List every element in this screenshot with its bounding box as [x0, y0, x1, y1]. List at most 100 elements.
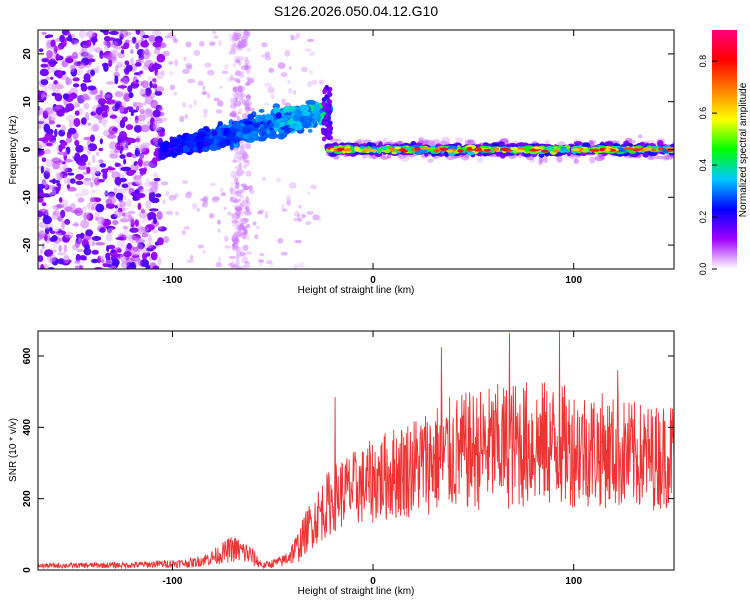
spectral-blob — [131, 250, 141, 257]
spectral-blob — [107, 191, 116, 197]
spectral-blob — [82, 146, 91, 150]
spectral-blob — [40, 92, 45, 100]
spectral-blob — [142, 34, 150, 39]
spectral-blob — [123, 227, 129, 235]
spectral-blob — [45, 226, 50, 230]
spectral-blob — [173, 192, 179, 199]
spectral-blob — [288, 124, 299, 129]
spectral-blob — [126, 242, 132, 250]
spectral-blob — [201, 91, 208, 96]
spectral-blob — [229, 102, 237, 109]
spectral-blob — [73, 68, 78, 75]
spectral-blob — [161, 43, 168, 49]
colorbar-label: Normalized spectral amplitude — [738, 82, 749, 217]
spectral-blob — [657, 147, 665, 151]
spectral-blob — [241, 203, 245, 209]
spectral-blob — [122, 140, 128, 150]
spectral-blob — [209, 213, 215, 219]
spectral-blob — [142, 48, 150, 55]
spectral-blob — [67, 187, 77, 192]
spectral-blob — [433, 149, 440, 153]
spectral-blob — [288, 87, 293, 94]
spectral-blob — [135, 137, 140, 143]
spectral-blob — [134, 257, 139, 267]
spec-ytick-label: 0 — [22, 146, 33, 152]
spectral-blob — [232, 43, 239, 48]
spectral-blob — [169, 84, 176, 91]
spectral-blob — [233, 231, 242, 238]
spectral-blob — [75, 253, 81, 263]
spectral-blob — [181, 101, 187, 108]
spectral-blob — [85, 229, 94, 237]
spectral-blob — [560, 146, 567, 152]
spectral-blob — [55, 38, 61, 42]
spectral-blob — [229, 196, 234, 202]
spectral-blob — [388, 147, 396, 152]
spectral-blob — [118, 130, 128, 140]
spectrogram-ylabel: Frequency (Hz) — [8, 116, 19, 185]
spectral-blob — [231, 44, 235, 53]
spectral-blob — [90, 258, 99, 264]
spectral-blob — [229, 36, 238, 42]
spectral-blob — [62, 234, 71, 243]
spectral-blob — [77, 165, 88, 170]
spectral-blob — [540, 149, 549, 153]
spectral-blob — [236, 213, 241, 219]
spectral-blob — [72, 83, 80, 88]
spectral-blob — [286, 199, 292, 206]
spectral-blob — [209, 41, 216, 46]
spectral-blob — [187, 78, 196, 84]
spectral-blob — [102, 123, 107, 128]
spectrogram-xlabel: Height of straight line (km) — [298, 285, 415, 296]
spectral-blob — [114, 91, 123, 98]
spectral-blob — [69, 64, 76, 73]
spectral-blob — [457, 149, 464, 153]
spectral-blob — [106, 55, 116, 60]
spectral-blob — [83, 73, 91, 82]
spectral-blob — [87, 122, 92, 126]
spectral-blob — [88, 44, 96, 53]
spectral-blob — [128, 187, 135, 196]
spectral-blob — [56, 252, 67, 256]
spectral-blob — [91, 32, 98, 39]
spectral-blob — [244, 186, 248, 191]
spectral-blob — [269, 262, 274, 268]
spectral-blob — [293, 217, 298, 222]
spectral-blob — [95, 241, 106, 246]
spectral-blob — [233, 263, 240, 269]
spectral-blob — [119, 201, 127, 208]
spectral-blob — [141, 226, 150, 233]
spectral-blob — [246, 159, 250, 167]
spectral-blob — [122, 225, 129, 230]
spectral-blob — [570, 156, 577, 160]
spectral-blob — [248, 107, 255, 112]
spectral-blob — [38, 255, 44, 263]
spectral-blob — [120, 145, 124, 151]
spectral-blob — [183, 225, 191, 230]
spectral-blob — [246, 80, 250, 86]
spectral-blob — [102, 259, 113, 265]
spectral-blob — [335, 138, 342, 142]
spectral-blob — [44, 227, 50, 235]
spectral-blob — [121, 78, 129, 82]
spectral-blob — [162, 50, 170, 57]
spectral-blob — [90, 124, 99, 132]
spectral-blob — [299, 116, 305, 124]
spectral-blob — [42, 94, 50, 98]
spectral-blob — [73, 117, 81, 127]
spectral-blob — [38, 95, 47, 102]
spectral-blob — [43, 85, 48, 93]
spectral-blob — [242, 217, 249, 222]
spectral-blob — [160, 181, 169, 186]
spectral-blob — [51, 257, 59, 266]
spectral-blob — [40, 79, 49, 86]
spectral-blob — [277, 62, 286, 70]
spectral-blob — [80, 47, 88, 53]
spectral-blob — [48, 115, 52, 122]
spectral-blob — [114, 247, 122, 252]
spectral-blob — [97, 98, 107, 105]
spectral-blob — [136, 226, 147, 235]
spectral-blob — [241, 150, 248, 158]
spectral-blob — [231, 33, 239, 42]
spectral-blob — [242, 152, 248, 160]
